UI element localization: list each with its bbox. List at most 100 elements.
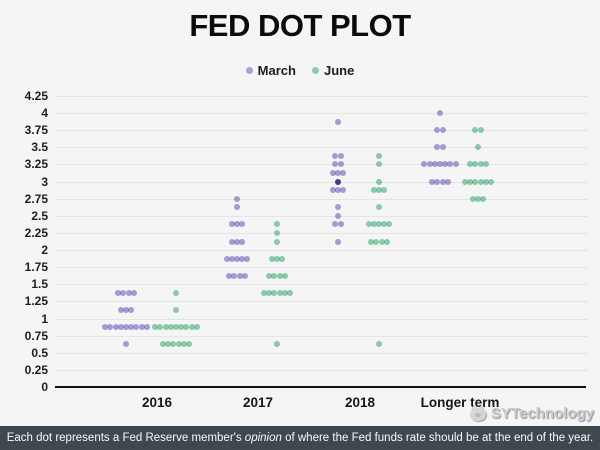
legend-label-march: March [257, 63, 296, 78]
gridline [55, 369, 588, 371]
fed-dot-june [188, 324, 195, 331]
gridline [55, 232, 588, 234]
y-tick-label: 0.5 [31, 345, 48, 360]
legend-item-june: June [311, 63, 354, 78]
fed-dot-march [130, 289, 137, 296]
fed-dot-june [193, 324, 200, 331]
fed-dot-june [173, 306, 179, 313]
y-tick-label: 0 [41, 380, 48, 394]
fed-dot-march [335, 118, 341, 125]
fed-dot-march [434, 178, 441, 185]
fed-dot-march [117, 306, 124, 313]
fed-dot-june [274, 341, 280, 348]
y-tick-label: 1 [41, 311, 48, 326]
fed-dot-march [115, 289, 122, 296]
gridline [55, 267, 588, 269]
fed-dot-march [239, 221, 246, 228]
fed-dot-march [337, 221, 344, 228]
fed-dot-march [439, 144, 446, 151]
fed-dot-march [335, 187, 341, 194]
y-tick-label: 4.25 [24, 89, 48, 103]
fed-dot-june [370, 187, 377, 194]
fed-dot-june [276, 272, 283, 279]
fed-dot-june [268, 255, 275, 262]
fed-dot-march [234, 238, 240, 245]
fed-dot-march [234, 221, 240, 228]
fed-dot-june [183, 324, 190, 331]
fed-dot-march [335, 170, 341, 177]
x-axis-line [55, 386, 586, 388]
fed-dot-june [477, 161, 484, 168]
fed-dot-june [376, 187, 382, 194]
fed-dot-june [475, 144, 481, 151]
fed-dot-june [274, 229, 280, 236]
fed-dot-june [378, 238, 385, 245]
fed-dot-june [488, 178, 494, 185]
fed-dot-june [165, 341, 172, 348]
fed-dot-june [281, 272, 288, 279]
fed-dot-june [480, 195, 487, 202]
caption-bar: Each dot represents a Fed Reserve member… [0, 426, 600, 450]
fed-dot-june [279, 255, 286, 262]
y-tick-label: 4 [41, 106, 48, 121]
fed-dot-june [160, 341, 166, 348]
fed-dot-march [228, 255, 235, 262]
fed-dot-june [274, 221, 280, 228]
march-dot-icon [245, 67, 253, 74]
fed-dot-june [467, 161, 474, 168]
fed-dot-march [426, 161, 433, 168]
watermark: SYTechnology [469, 404, 594, 422]
fed-dot-june [376, 341, 382, 348]
fed-dot-march [444, 178, 451, 185]
fed-dot-june [170, 341, 177, 348]
fed-dot-june [472, 161, 479, 168]
chart-title: FED DOT PLOT [189, 8, 411, 43]
caption-italic-word: opinion [244, 432, 282, 444]
fed-dot-march [452, 161, 459, 168]
legend-item-march: March [245, 63, 296, 78]
fed-dot-june [178, 324, 185, 331]
fed-dot-june [467, 178, 474, 185]
y-tick-label: 3.5 [31, 140, 48, 155]
fed-dot-june [376, 178, 382, 185]
fed-dot-june [271, 272, 278, 279]
y-tick-label: 2.25 [24, 225, 48, 240]
fed-dot-june [274, 255, 280, 262]
fed-dot-march [431, 161, 438, 168]
fed-dot-june [373, 238, 380, 245]
fed-dot-march [421, 161, 428, 168]
fed-dot-june [173, 324, 179, 331]
fed-dot-june [376, 152, 382, 159]
fed-dot-march [228, 221, 235, 228]
fed-dot-march [239, 238, 246, 245]
fed-dot-march [223, 255, 230, 262]
gridline [55, 301, 588, 303]
y-tick-label: 1.25 [24, 294, 48, 309]
fed-dot-march [332, 161, 339, 168]
fed-dot-june [472, 178, 479, 185]
fed-dot-march [437, 110, 443, 117]
fed-dot-march [434, 144, 441, 151]
fed-dot-march [123, 324, 129, 331]
fed-dot-june [368, 238, 375, 245]
fed-dot-june [376, 221, 382, 228]
y-tick-label: 3.75 [24, 123, 48, 138]
fed-dot-june [276, 289, 283, 296]
watermark-text: SYTechnology [490, 405, 594, 422]
fed-dot-march [128, 324, 135, 331]
fed-dot-march [335, 238, 341, 245]
fed-dot-march [123, 341, 129, 348]
fed-dot-march [332, 221, 339, 228]
fed-dot-march [335, 212, 341, 219]
gridline [55, 215, 588, 217]
fed-dot-march [107, 324, 114, 331]
gridline [55, 335, 588, 337]
fed-dot-june [287, 289, 293, 296]
fed-dot-march [226, 272, 233, 279]
fed-dot-june [274, 238, 280, 245]
fed-dot-june [152, 324, 159, 331]
fed-dot-march [228, 238, 235, 245]
y-tick-label: 3 [41, 174, 48, 189]
